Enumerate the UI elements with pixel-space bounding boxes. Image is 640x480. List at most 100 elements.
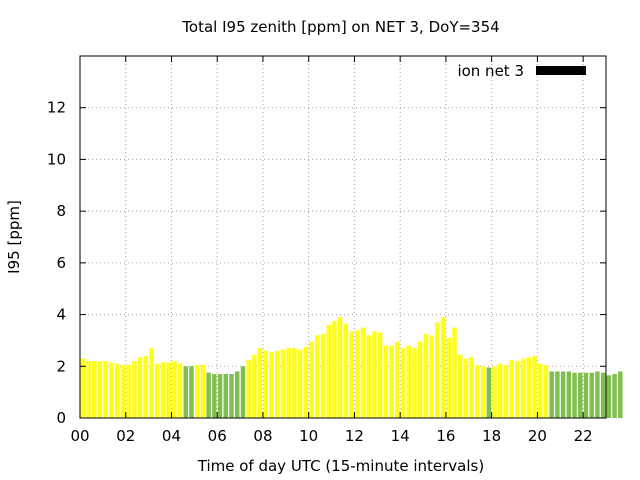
bar	[292, 348, 297, 418]
y-tick-label: 10	[47, 150, 66, 168]
x-tick-label: 04	[162, 427, 181, 445]
bar	[315, 335, 320, 418]
x-tick-label: 02	[116, 427, 135, 445]
bar	[578, 372, 583, 418]
y-tick-label: 2	[56, 357, 66, 375]
bar	[543, 364, 549, 418]
bar	[486, 367, 492, 418]
bar	[154, 363, 160, 418]
y-tick-label: 0	[56, 409, 66, 427]
grid	[80, 56, 606, 418]
bar	[612, 374, 617, 418]
legend: ion net 3	[457, 62, 586, 80]
bar	[235, 371, 240, 418]
bar	[280, 349, 286, 418]
bar	[143, 355, 148, 418]
bar	[435, 322, 440, 418]
bar	[526, 357, 532, 418]
bar	[160, 362, 166, 418]
bar	[440, 317, 446, 418]
bar	[343, 323, 349, 418]
bar	[400, 348, 406, 418]
bar	[212, 374, 217, 418]
bar	[177, 363, 183, 418]
x-tick-label: 10	[299, 427, 318, 445]
bar	[457, 354, 463, 418]
bar	[538, 363, 543, 418]
bar	[372, 331, 377, 418]
bar	[137, 357, 143, 418]
bar	[595, 371, 600, 418]
x-tick-label: 08	[253, 427, 272, 445]
legend-swatch	[536, 66, 586, 75]
x-tick-label: 14	[391, 427, 410, 445]
bar	[509, 359, 514, 418]
bar	[492, 366, 497, 418]
bar	[463, 358, 469, 418]
bar	[194, 364, 200, 418]
bar	[355, 330, 360, 418]
bar	[332, 321, 337, 418]
x-tick-label: 06	[208, 427, 227, 445]
bar	[252, 354, 257, 418]
x-axis-label: Time of day UTC (15-minute intervals)	[197, 457, 484, 475]
bar	[97, 361, 103, 418]
bar	[229, 374, 234, 418]
bar	[166, 362, 171, 418]
bar	[377, 332, 383, 418]
bar	[423, 333, 429, 418]
bar	[86, 361, 91, 418]
bar	[286, 348, 291, 418]
bar	[257, 348, 263, 418]
bar	[560, 371, 566, 418]
bar	[320, 333, 326, 418]
bar	[337, 317, 343, 418]
bar	[366, 335, 371, 418]
x-tick-label: 20	[528, 427, 547, 445]
bar	[326, 324, 331, 418]
x-tick-label: 00	[70, 427, 89, 445]
bar	[246, 359, 251, 418]
bar	[475, 364, 480, 418]
bar	[200, 364, 206, 418]
bar	[109, 362, 114, 418]
bar	[566, 371, 572, 418]
bar	[515, 361, 520, 418]
bar	[240, 366, 246, 418]
bar	[183, 366, 188, 418]
y-tick-label: 8	[56, 202, 66, 220]
bar	[429, 335, 434, 418]
x-tick-label: 12	[345, 427, 364, 445]
bar	[103, 361, 108, 418]
bar	[583, 372, 589, 418]
bar	[263, 350, 269, 418]
x-tick-label: 18	[482, 427, 501, 445]
bar	[503, 364, 509, 418]
bar	[520, 358, 526, 418]
bar	[297, 349, 303, 418]
bar	[549, 371, 554, 418]
bar	[600, 372, 606, 418]
bar	[172, 361, 177, 418]
bar	[498, 363, 503, 418]
bar	[206, 372, 211, 418]
x-tick-label: 22	[574, 427, 593, 445]
bar	[349, 331, 354, 418]
bar	[126, 364, 131, 418]
bars	[80, 317, 623, 418]
bar	[469, 357, 474, 418]
bar	[223, 374, 229, 418]
x-tick-label: 16	[436, 427, 455, 445]
bar	[303, 346, 309, 418]
bar	[275, 350, 280, 418]
bar	[395, 341, 400, 418]
bar	[80, 358, 86, 418]
bar	[555, 371, 560, 418]
chart-title: Total I95 zenith [ppm] on NET 3, DoY=354	[181, 18, 499, 36]
y-tick-label: 4	[56, 306, 66, 324]
bar	[189, 366, 194, 418]
bar	[149, 348, 154, 418]
bar	[446, 337, 451, 418]
bar	[217, 374, 223, 418]
